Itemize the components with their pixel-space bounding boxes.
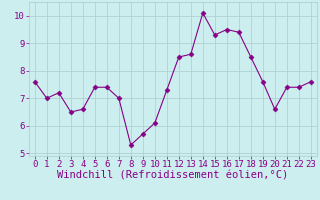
X-axis label: Windchill (Refroidissement éolien,°C): Windchill (Refroidissement éolien,°C) — [57, 171, 288, 181]
